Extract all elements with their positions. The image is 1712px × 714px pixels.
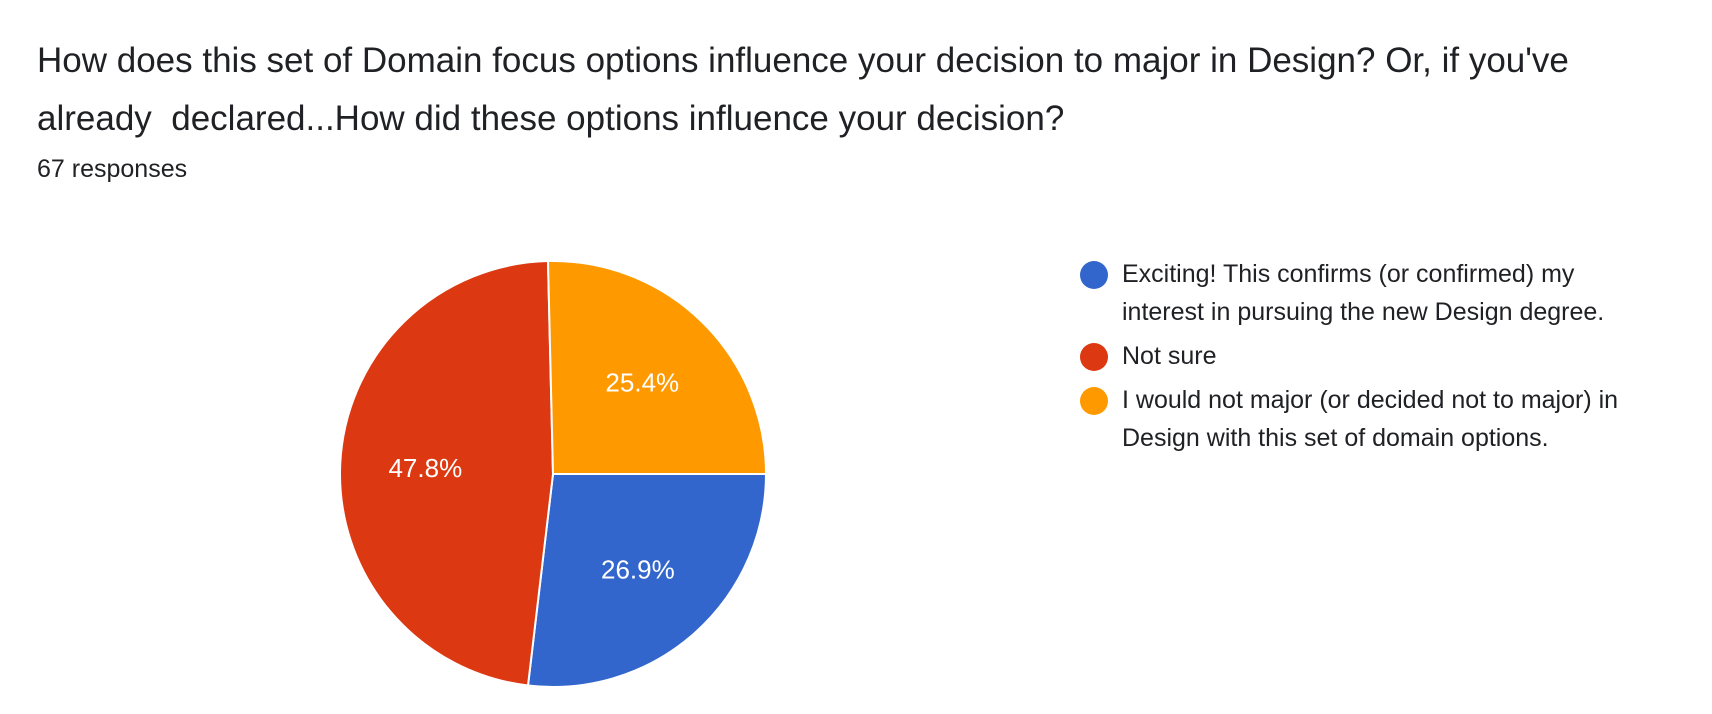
question-title: How does this set of Domain focus option… xyxy=(37,41,1579,138)
legend-item-3[interactable]: I would not major (or decided not to maj… xyxy=(1080,381,1700,457)
legend-label: I would not major (or decided not to maj… xyxy=(1122,386,1619,452)
pie-slice-label-2: 47.8% xyxy=(388,453,462,483)
legend-swatch-icon xyxy=(1080,387,1108,415)
pie-slice-label-1: 26.9% xyxy=(601,555,675,585)
legend-swatch-icon xyxy=(1080,261,1108,289)
legend-label: Exciting! This confirms (or confirmed) m… xyxy=(1122,260,1605,326)
response-count: 67 responses xyxy=(37,155,188,183)
legend-label: Not sure xyxy=(1122,342,1217,370)
legend-item-2[interactable]: Not sure xyxy=(1080,337,1700,375)
pie-slice-2[interactable] xyxy=(339,260,555,687)
chart-legend: Exciting! This confirms (or confirmed) m… xyxy=(1080,255,1700,463)
pie-slice-3[interactable] xyxy=(546,260,768,475)
pie-slice-label-3: 25.4% xyxy=(605,368,679,398)
legend-swatch-icon xyxy=(1080,343,1108,371)
legend-item-1[interactable]: Exciting! This confirms (or confirmed) m… xyxy=(1080,255,1700,331)
pie-slice-1[interactable] xyxy=(526,473,768,688)
